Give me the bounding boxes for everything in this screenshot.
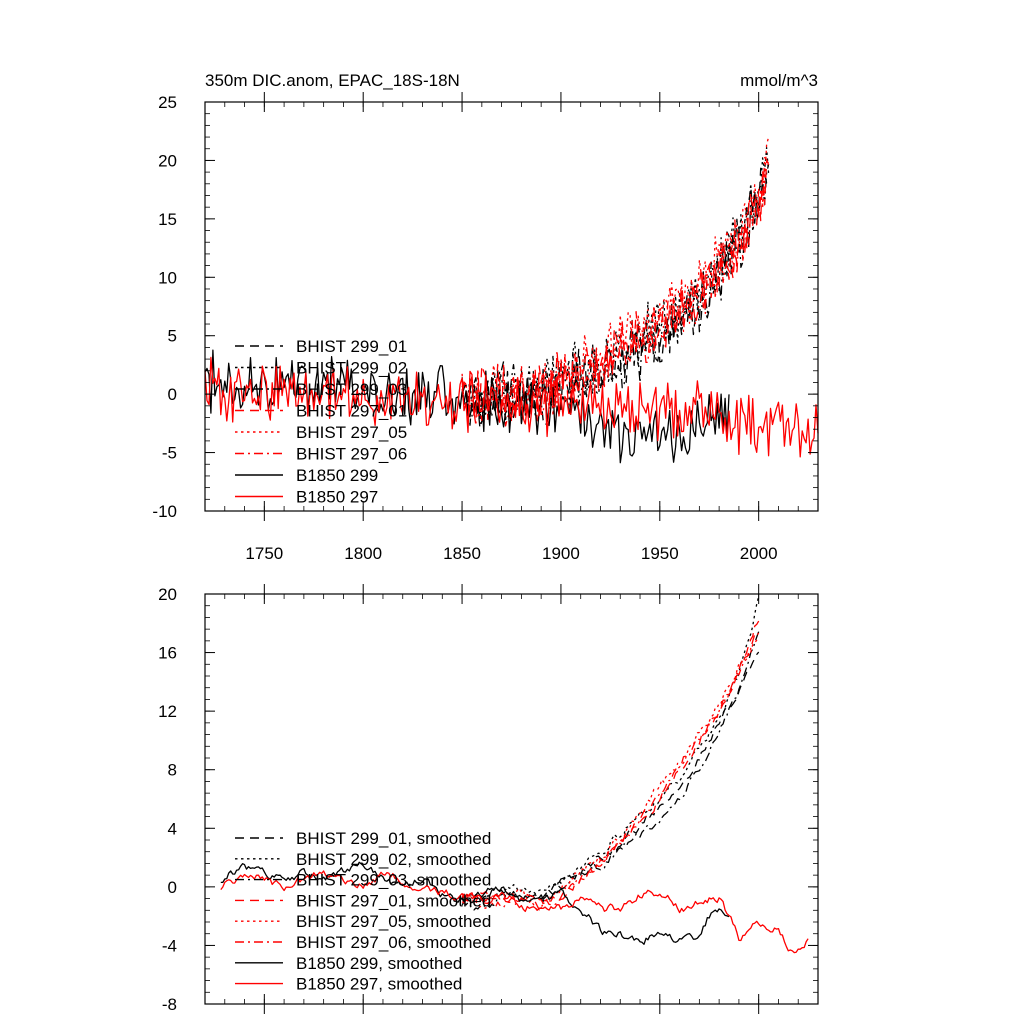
top-ytick-label-0: -10 — [152, 502, 177, 521]
top-xtick-label-2: 1850 — [443, 544, 481, 563]
bottom-legend-label-1: BHIST 299_01, smoothed — [296, 829, 491, 848]
top-legend-label-4: BHIST 297_01 — [296, 402, 407, 421]
top-xtick-label-1: 1800 — [344, 544, 382, 563]
bottom-legend-label-8: B1850 297, smoothed — [296, 975, 462, 994]
top-ytick-label-4: 10 — [158, 268, 177, 287]
top-legend-label-2: BHIST 299_02 — [296, 359, 407, 378]
bottom-ytick-label-1: -4 — [162, 936, 177, 955]
top-panel-frame — [204, 101, 819, 512]
top-ytick-label-3: 5 — [168, 327, 177, 346]
bottom-ytick-label-2: 0 — [168, 878, 177, 897]
bottom-series-line-2 — [462, 596, 760, 903]
bottom-ytick-label-4: 8 — [168, 761, 177, 780]
bottom-series-line-8 — [220, 870, 809, 954]
top-series-line-3 — [461, 163, 770, 427]
top-series-line-4 — [461, 160, 769, 422]
top-legend-label-6: BHIST 297_06 — [296, 445, 407, 464]
top-legend-label-5: BHIST 297_05 — [296, 423, 407, 442]
bottom-panel-axes: -8 -4 0 4 8 12 16 20 — [158, 584, 819, 1014]
bottom-ytick-label-0: -8 — [162, 995, 177, 1014]
bottom-panel-frame — [204, 593, 819, 1005]
top-panel-legend: BHIST 299_01 BHIST 299_02 BHIST 299_03 BHIS… — [235, 337, 407, 507]
top-panel-series — [204, 136, 819, 464]
bottom-ytick-label-3: 4 — [168, 819, 177, 838]
bottom-series-line-5 — [462, 636, 760, 912]
top-series-line-1 — [461, 167, 770, 429]
bottom-ytick-label-7: 20 — [158, 585, 177, 604]
bottom-legend-label-2: BHIST 299_02, smoothed — [296, 850, 491, 869]
top-ytick-label-1: -5 — [162, 444, 177, 463]
bottom-series-line-3 — [461, 631, 760, 911]
top-panel-title: 350m DIC.anom, EPAC_18S-18N — [205, 71, 460, 90]
top-legend-label-1: BHIST 299_01 — [296, 337, 407, 356]
bottom-panel-series — [220, 596, 809, 954]
top-legend-label-8: B1850 297 — [296, 488, 378, 507]
top-ytick-label-5: 15 — [158, 210, 177, 229]
bottom-series-line-6 — [461, 632, 760, 911]
bottom-legend-label-7: B1850 299, smoothed — [296, 954, 462, 973]
bottom-panel-legend: BHIST 299_01, smoothed BHIST 299_02, smoo… — [235, 829, 491, 994]
top-ytick-label-6: 20 — [158, 151, 177, 170]
top-ytick-label-2: 0 — [168, 385, 177, 404]
bottom-legend-label-3: BHIST 299_03, smoothed — [296, 871, 491, 890]
bottom-legend-label-4: BHIST 297_01, smoothed — [296, 891, 491, 910]
top-xtick-label-4: 1950 — [641, 544, 679, 563]
bottom-legend-label-6: BHIST 297_06, smoothed — [296, 933, 491, 952]
bottom-legend-label-5: BHIST 297_05, smoothed — [296, 912, 491, 931]
top-legend-label-3: BHIST 299_03 — [296, 380, 407, 399]
top-legend-label-7: B1850 299 — [296, 466, 378, 485]
top-panel-axes: -10 -5 0 5 10 15 20 25 1750 1800 1850 1900 1950 2000 — [152, 92, 819, 563]
top-series-line-7 — [204, 349, 730, 464]
top-panel-units: mmol/m^3 — [740, 71, 818, 90]
top-xtick-label-0: 1750 — [245, 544, 283, 563]
bottom-series-line-1 — [461, 651, 760, 901]
bottom-ytick-label-5: 12 — [158, 702, 177, 721]
top-ytick-label-7: 25 — [158, 93, 177, 112]
top-xtick-label-3: 1900 — [542, 544, 580, 563]
bottom-ytick-label-6: 16 — [158, 644, 177, 663]
top-panel: 350m DIC.anom, EPAC_18S-18N mmol/m^3 -10… — [152, 71, 819, 563]
top-series-line-6 — [461, 156, 770, 427]
top-series-line-8 — [204, 356, 819, 458]
top-xtick-label-5: 2000 — [740, 544, 778, 563]
bottom-series-line-4 — [461, 620, 760, 905]
top-series-line-5 — [461, 136, 770, 422]
